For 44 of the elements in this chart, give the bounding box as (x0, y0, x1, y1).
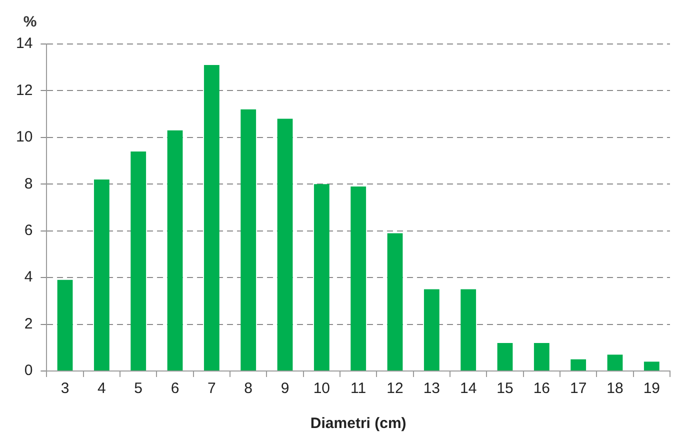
y-axis-title: % (23, 14, 37, 31)
x-tick-label: 16 (533, 380, 550, 398)
bar (534, 342, 550, 370)
bar (497, 342, 513, 370)
bar (57, 280, 73, 370)
bar (167, 130, 183, 370)
bar (644, 362, 660, 370)
y-tick-label: 6 (24, 222, 33, 239)
y-tick-label: 2 (24, 315, 33, 332)
x-tick-label: 18 (606, 380, 624, 398)
y-tick-label: 8 (24, 175, 33, 192)
y-tick-label: 4 (24, 268, 33, 286)
x-tick-label: 11 (350, 380, 366, 398)
x-tick-label: 15 (496, 380, 514, 398)
bar (240, 109, 256, 370)
x-tick-label: 7 (208, 380, 216, 398)
x-tick-label: 6 (170, 380, 180, 398)
bar (387, 233, 403, 370)
bar (94, 179, 110, 370)
x-tick-label: 17 (570, 380, 587, 398)
bar (607, 354, 623, 370)
x-tick-label: 4 (98, 380, 106, 398)
x-tick-label: 13 (423, 380, 440, 398)
y-tick-label: 12 (16, 82, 33, 99)
x-axis-title: Diametri (cm) (310, 415, 406, 432)
bar (460, 289, 476, 370)
bar (130, 151, 146, 370)
x-tick-label: 5 (134, 380, 143, 398)
y-tick-label: 0 (24, 362, 33, 380)
x-tick-label: 9 (280, 380, 290, 398)
bar (314, 184, 330, 370)
x-tick-label: 3 (60, 380, 70, 398)
y-tick-label: 14 (16, 35, 33, 52)
bar (204, 65, 220, 370)
bar (350, 186, 366, 370)
bar (424, 289, 440, 370)
x-tick-label: 19 (643, 380, 660, 398)
y-tick-label: 10 (16, 128, 33, 146)
x-tick-label: 14 (460, 380, 477, 398)
x-tick-label: 10 (313, 380, 330, 398)
bar (570, 359, 586, 370)
bar (277, 118, 293, 370)
x-tick-label: 8 (244, 380, 253, 398)
x-tick-label: 12 (386, 380, 404, 398)
